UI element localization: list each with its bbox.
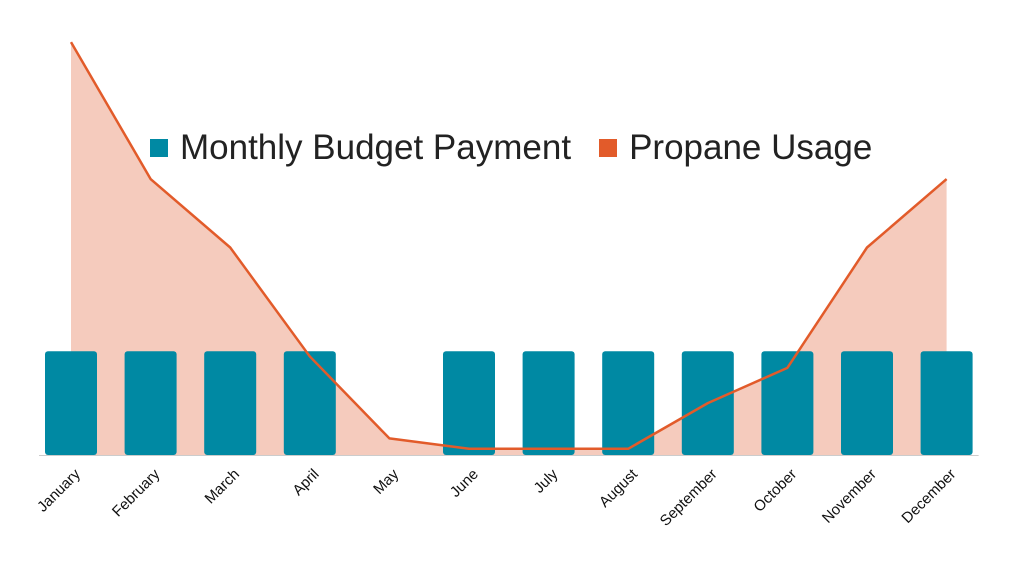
budget-bars-layer <box>45 351 973 455</box>
propane-usage-area <box>71 42 947 455</box>
budget-bar-august <box>602 351 655 455</box>
propane-usage-line-layer <box>69 41 948 451</box>
budget-bar-april <box>283 351 336 455</box>
legend-item-budget: Monthly Budget Payment <box>150 128 571 168</box>
budget-bar-january <box>45 351 97 455</box>
x-tick-label-april: April <box>289 466 322 499</box>
budget-bar-july <box>522 351 575 455</box>
x-tick-label-december: December <box>898 466 959 527</box>
legend-item-propane: Propane Usage <box>599 128 872 168</box>
x-axis-tick-labels: January February March April May June July Augu… <box>34 465 959 529</box>
x-tick-label-june: June <box>447 466 482 501</box>
x-tick-label-october: October <box>750 466 800 516</box>
budget-bar-june <box>443 351 495 455</box>
propane-usage-area-layer <box>71 42 947 455</box>
legend-label-propane: Propane Usage <box>629 128 873 167</box>
x-tick-label-january: January <box>34 465 84 515</box>
x-tick-label-march: March <box>202 466 243 507</box>
legend-swatch-propane <box>599 139 618 157</box>
x-tick-label-july: July <box>531 465 562 496</box>
budget-bar-november <box>841 351 893 455</box>
legend-swatch-budget <box>150 139 168 157</box>
legend-label-budget: Monthly Budget Payment <box>180 128 572 167</box>
budget-bar-march <box>204 351 257 455</box>
budget-bar-october <box>761 351 814 455</box>
legend: Monthly Budget Payment Propane Usage <box>150 128 900 168</box>
x-tick-label-september: September <box>657 466 721 530</box>
budget-bar-december <box>920 351 973 455</box>
x-tick-label-may: May <box>370 465 402 497</box>
budget-bar-february <box>124 351 177 455</box>
propane-usage-line <box>69 41 948 451</box>
x-tick-label-february: February <box>109 465 164 520</box>
x-tick-label-august: August <box>596 465 642 511</box>
x-tick-label-november: November <box>819 466 880 527</box>
